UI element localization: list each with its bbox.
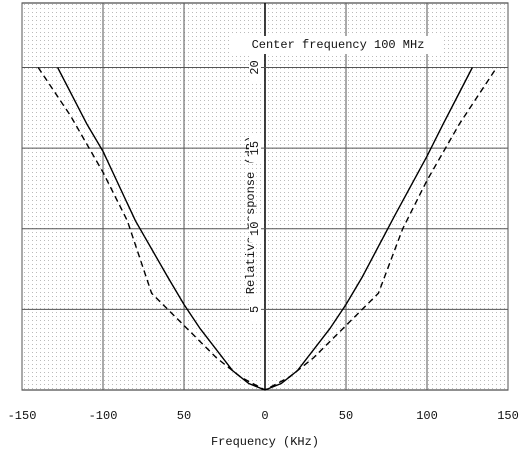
grid	[21, 3, 509, 390]
y-tick-label-bg	[249, 53, 261, 82]
response-curve	[37, 67, 498, 391]
y-tick-label: 10	[248, 222, 262, 236]
y-tick-label-bg	[249, 295, 261, 324]
y-tick-label: 15	[248, 141, 262, 155]
annotation-bg	[232, 36, 442, 54]
y-tick-label: 20	[248, 60, 262, 74]
y-tick-label: 5	[248, 306, 262, 313]
x-tick-label: -100	[89, 409, 118, 423]
x-tick-label: 50	[339, 409, 353, 423]
x-axis-label: Frequency (KHz)	[211, 435, 319, 449]
y-tick-label-bg	[249, 134, 261, 163]
x-tick-label: 150	[497, 409, 519, 423]
y-tick-label-bg	[249, 214, 261, 243]
x-tick-label: 50	[177, 409, 191, 423]
annotation: Center frequency 100 MHz	[252, 38, 425, 52]
x-tick-label: -150	[8, 409, 37, 423]
x-tick-label: 0	[261, 409, 268, 423]
x-tick-label: 100	[416, 409, 438, 423]
marks	[37, 67, 498, 391]
